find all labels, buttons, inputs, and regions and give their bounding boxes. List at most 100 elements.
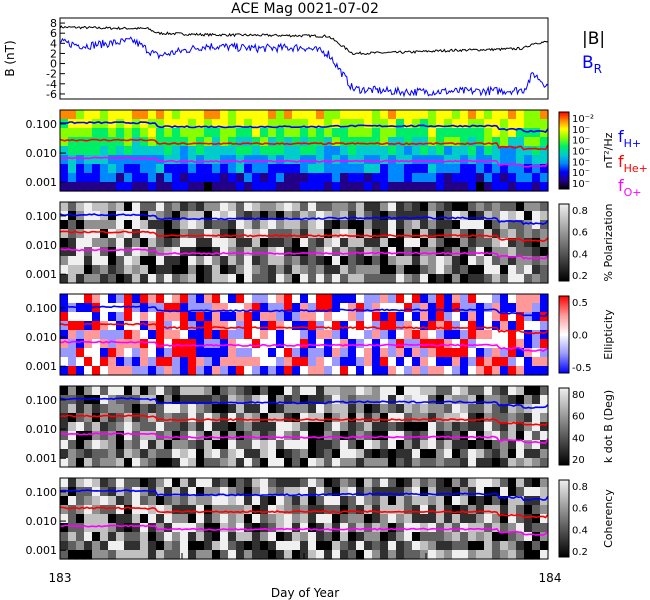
heatmap-cell: [396, 487, 405, 497]
heatmap-cell: [76, 137, 85, 147]
heatmap-cell: [380, 440, 389, 450]
heatmap-cell: [308, 413, 317, 423]
heatmap-cell: [492, 312, 501, 322]
heatmap-cell: [172, 211, 181, 221]
heatmap-cell: [404, 220, 413, 230]
heatmap-cell: [316, 137, 325, 147]
heatmap-cell: [68, 496, 77, 506]
heatmap-cell: [364, 182, 373, 192]
heatmap-cell: [524, 321, 533, 331]
heatmap-cell: [68, 312, 77, 322]
heatmap-cell: [492, 182, 501, 192]
heatmap-cell: [228, 303, 237, 313]
panel-b-frame: [59, 17, 549, 100]
heatmap-cell: [508, 128, 517, 138]
heatmap-cell: [108, 523, 117, 533]
heatmap-cell: [92, 303, 101, 313]
heatmap-cell: [244, 274, 253, 284]
heatmap-cell: [444, 395, 453, 405]
heatmap-cell: [276, 202, 285, 212]
heatmap-cell: [188, 440, 197, 450]
heatmap-cell: [196, 478, 205, 488]
heatmap-cell: [236, 532, 245, 542]
heatmap-cell: [180, 523, 189, 533]
heatmap-cell: [492, 247, 501, 257]
heatmap-cell: [308, 173, 317, 183]
heatmap-cell: [148, 182, 157, 192]
heatmap-cell: [460, 173, 469, 183]
heatmap-cell: [396, 440, 405, 450]
heatmap-cell: [140, 211, 149, 221]
heatmap-cell: [428, 458, 437, 468]
heatmap-cell: [428, 182, 437, 192]
heatmap-cell: [284, 110, 293, 120]
heatmap-cell: [292, 164, 301, 174]
heatmap-cell: [156, 238, 165, 248]
heatmap-cell: [108, 312, 117, 322]
heatmap-cell: [356, 487, 365, 497]
heatmap-cell: [524, 550, 533, 560]
heatmap-cell: [332, 523, 341, 533]
heatmap-cell: [484, 220, 493, 230]
heatmap-cell: [260, 265, 269, 275]
heatmap-cell: [300, 229, 309, 239]
heatmap-cell: [452, 211, 461, 221]
colorbar-label: k dot B (Deg): [602, 390, 615, 463]
heatmap-cell: [396, 265, 405, 275]
heatmap-cell: [276, 128, 285, 138]
heatmap-cell: [356, 431, 365, 441]
heatmap-cell: [508, 182, 517, 192]
heatmap-cell: [236, 220, 245, 230]
heatmap-cell: [484, 247, 493, 257]
heatmap-cell: [484, 146, 493, 156]
line-legend: |B| BR: [582, 29, 605, 76]
heatmap-cell: [212, 413, 221, 423]
heatmap-cell: [228, 449, 237, 459]
heatmap-cell: [324, 330, 333, 340]
heatmap-cell: [396, 386, 405, 396]
heatmap-cell: [428, 339, 437, 349]
heatmap-cell: [76, 173, 85, 183]
heatmap-cell: [444, 182, 453, 192]
heatmap-cell: [324, 357, 333, 367]
heatmap-cell: [324, 395, 333, 405]
heatmap-cell: [364, 146, 373, 156]
heatmap-cell: [156, 458, 165, 468]
heatmap-cell: [148, 550, 157, 560]
heatmap-cell: [220, 523, 229, 533]
heatmap-cell: [60, 128, 69, 138]
heatmap-cell: [68, 431, 77, 441]
heatmap-cell: [300, 128, 309, 138]
heatmap-cell: [476, 514, 485, 524]
heatmap-cell: [444, 487, 453, 497]
heatmap-cell: [356, 247, 365, 257]
heatmap-cell: [164, 137, 173, 147]
heatmap-cell: [340, 357, 349, 367]
heatmap-cell: [124, 496, 133, 506]
heatmap-cell: [292, 532, 301, 542]
heatmap-cell: [380, 274, 389, 284]
heatmap-cell: [84, 348, 93, 358]
colorbar-tick-label: 20: [572, 455, 585, 466]
heatmap-cell: [476, 505, 485, 515]
heatmap-cell: [268, 348, 277, 358]
legend-fhe: fHe+: [618, 152, 648, 175]
heatmap-cell: [540, 211, 549, 221]
heatmap-cell: [92, 357, 101, 367]
heatmap-cell: [420, 146, 429, 156]
heatmap-cell: [428, 422, 437, 432]
heatmap-cell: [276, 173, 285, 183]
heatmap-cell: [380, 294, 389, 304]
heatmap-cell: [284, 265, 293, 275]
heatmap-cell: [180, 321, 189, 331]
heatmap-cell: [252, 440, 261, 450]
heatmap-cell: [84, 440, 93, 450]
heatmap-cell: [60, 422, 69, 432]
heatmap-cell: [156, 541, 165, 551]
freq-y-tick-label: 0.001: [26, 360, 58, 373]
heatmap-cell: [68, 395, 77, 405]
heatmap-cell: [532, 321, 541, 331]
heatmap-cell: [372, 458, 381, 468]
heatmap-cell: [356, 220, 365, 230]
heatmap-cell: [316, 550, 325, 560]
